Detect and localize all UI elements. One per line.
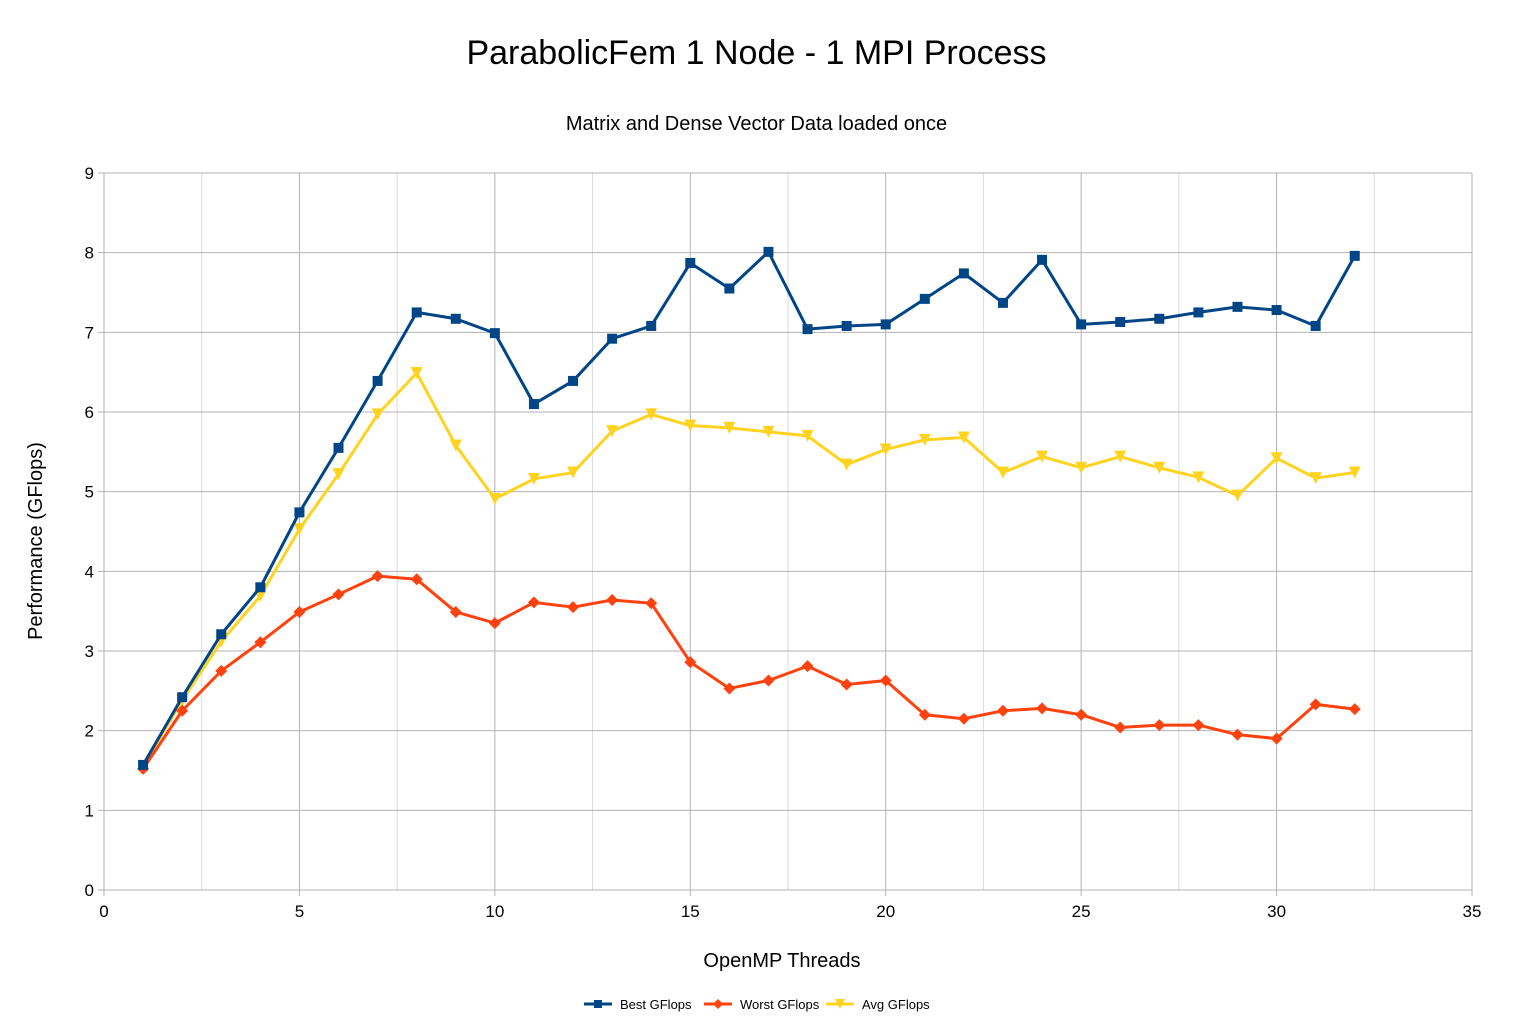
data-point-diamond [713,999,723,1009]
data-point-square [255,582,265,592]
grid [104,173,1472,890]
data-point-square [568,376,578,386]
data-point-square [138,760,148,770]
data-point-square [177,692,187,702]
data-point-diamond [1036,702,1048,714]
y-tick-label: 7 [85,323,94,342]
data-point-square [334,443,344,453]
data-point-diamond [841,678,853,690]
data-point-square [1272,305,1282,315]
data-point-triangle [997,467,1009,479]
data-point-square [842,321,852,331]
data-point-diamond [1349,703,1361,715]
data-point-diamond [606,594,618,606]
data-point-triangle [489,493,501,505]
data-point-square [216,629,226,639]
data-point-diamond [1114,721,1126,733]
x-tick-label: 20 [876,902,895,921]
y-tick-label: 0 [85,881,94,900]
data-point-square [1350,251,1360,261]
data-point-square [959,268,969,278]
x-tick-label: 15 [681,902,700,921]
x-tick-label: 25 [1072,902,1091,921]
data-point-diamond [333,588,345,600]
data-point-diamond [958,713,970,725]
data-point-triangle [293,523,305,535]
x-tick-label: 0 [99,902,108,921]
legend-item: Best GFlops [584,997,692,1012]
data-point-diamond [528,596,540,608]
data-point-square [490,328,500,338]
data-point-square [881,319,891,329]
legend-item: Avg GFlops [826,997,930,1012]
data-point-diamond [802,660,814,672]
data-point-square [1076,319,1086,329]
data-point-diamond [372,570,384,582]
legend-label: Avg GFlops [862,997,930,1012]
legend-label: Worst GFlops [740,997,820,1012]
data-point-diamond [997,705,1009,717]
data-point-square [1154,314,1164,324]
x-tick-label: 10 [485,902,504,921]
data-point-square [1115,317,1125,327]
x-tick-label: 30 [1267,902,1286,921]
y-tick-label: 1 [85,801,94,820]
data-point-square [724,284,734,294]
y-tick-label: 8 [85,244,94,263]
data-point-diamond [762,674,774,686]
data-point-square [1037,255,1047,265]
series-avg-gflops [137,367,1361,773]
data-point-square [607,334,617,344]
data-point-square [998,298,1008,308]
data-point-square [920,294,930,304]
series-line [143,576,1355,769]
data-point-square [594,1000,602,1008]
y-tick-label: 6 [85,403,94,422]
data-point-square [1193,307,1203,317]
data-point-square [529,399,539,409]
data-point-square [451,314,461,324]
data-point-square [412,307,422,317]
data-point-square [1311,321,1321,331]
x-tick-label: 5 [295,902,304,921]
x-tick-label: 35 [1463,902,1482,921]
data-point-triangle [841,459,853,471]
y-tick-label: 2 [85,722,94,741]
data-point-diamond [1192,719,1204,731]
y-tick-label: 3 [85,642,94,661]
data-point-triangle [1231,490,1243,502]
y-tick-label: 9 [85,164,94,183]
y-tick-label: 4 [85,562,94,581]
data-point-square [763,247,773,257]
legend-label: Best GFlops [620,997,692,1012]
data-point-diamond [489,617,501,629]
data-point-diamond [567,601,579,613]
data-point-square [373,376,383,386]
data-point-square [646,321,656,331]
data-point-square [803,324,813,334]
y-tick-label: 5 [85,483,94,502]
x-axis-title: OpenMP Threads [703,950,860,972]
series-line [143,373,1355,767]
series-group [137,247,1361,775]
data-point-square [1232,302,1242,312]
legend-item: Worst GFlops [704,997,820,1012]
data-point-square [294,507,304,517]
legend: Best GFlops Worst GFlops Avg GFlops [584,997,930,1012]
data-point-square [685,258,695,268]
series-worst-gflops [137,570,1361,775]
series-best-gflops [138,247,1360,770]
y-axis-title: Performance (GFlops) [25,442,47,640]
data-point-diamond [1153,719,1165,731]
data-point-diamond [1075,709,1087,721]
series-line [143,252,1355,765]
